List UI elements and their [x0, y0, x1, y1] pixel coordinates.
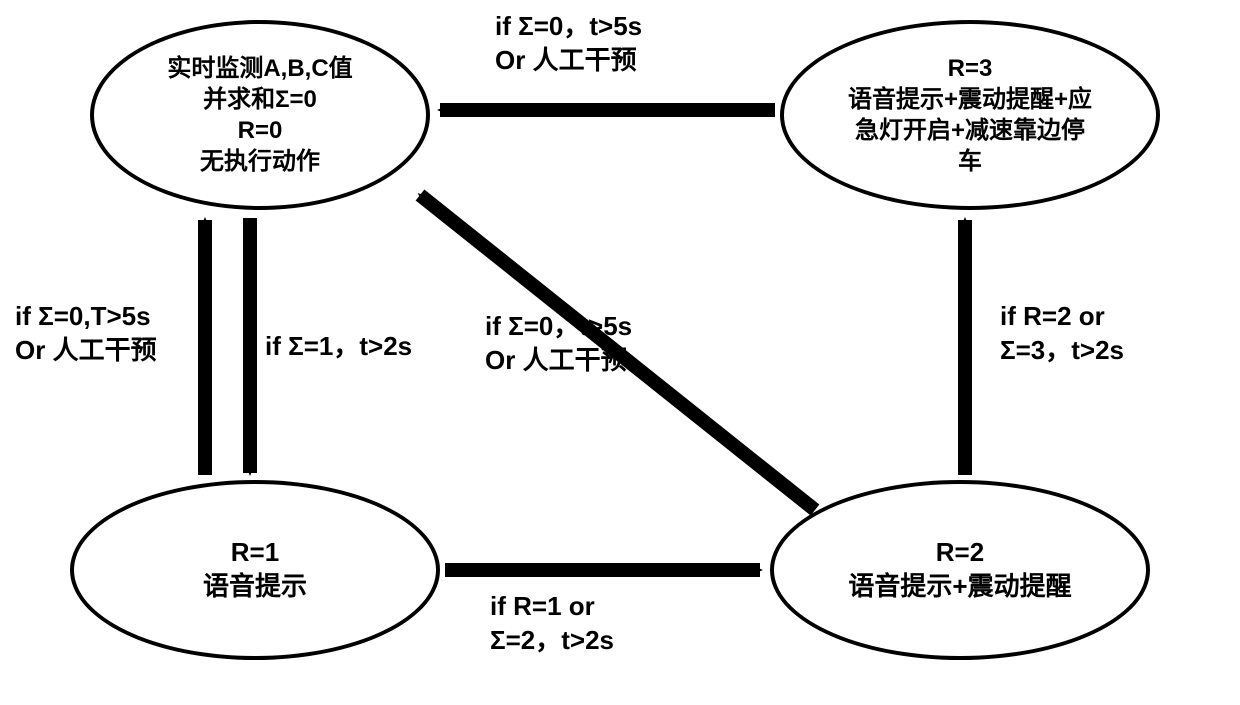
state-r1: R=1 语音提示 — [70, 480, 440, 660]
state-r1-label: R=1 语音提示 — [203, 536, 307, 604]
edge-r2-to-r0-label: if Σ=0，t>5s Or 人工干预 — [485, 310, 632, 378]
state-r0: 实时监测A,B,C值 并求和Σ=0 R=0 无执行动作 — [90, 20, 430, 210]
edge-r0-to-r1-label: if Σ=1，t>2s — [265, 330, 412, 364]
state-r2-label: R=2 语音提示+震动提醒 — [848, 536, 1071, 604]
state-r2: R=2 语音提示+震动提醒 — [770, 480, 1150, 660]
edge-r3-to-r0-label: if Σ=0，t>5s Or 人工干预 — [495, 10, 642, 78]
state-r3: R=3 语音提示+震动提醒+应 急灯开启+减速靠边停 车 — [780, 20, 1160, 210]
edge-r2-to-r3-label: if R=2 or Σ=3，t>2s — [1000, 300, 1124, 368]
edge-r1-to-r0-label: if Σ=0,T>5s Or 人工干预 — [15, 300, 157, 368]
edge-r1-to-r2-label: if R=1 or Σ=2，t>2s — [490, 590, 614, 658]
state-r0-label: 实时监测A,B,C值 并求和Σ=0 R=0 无执行动作 — [167, 53, 352, 178]
state-r3-label: R=3 语音提示+震动提醒+应 急灯开启+减速靠边停 车 — [848, 53, 1092, 178]
